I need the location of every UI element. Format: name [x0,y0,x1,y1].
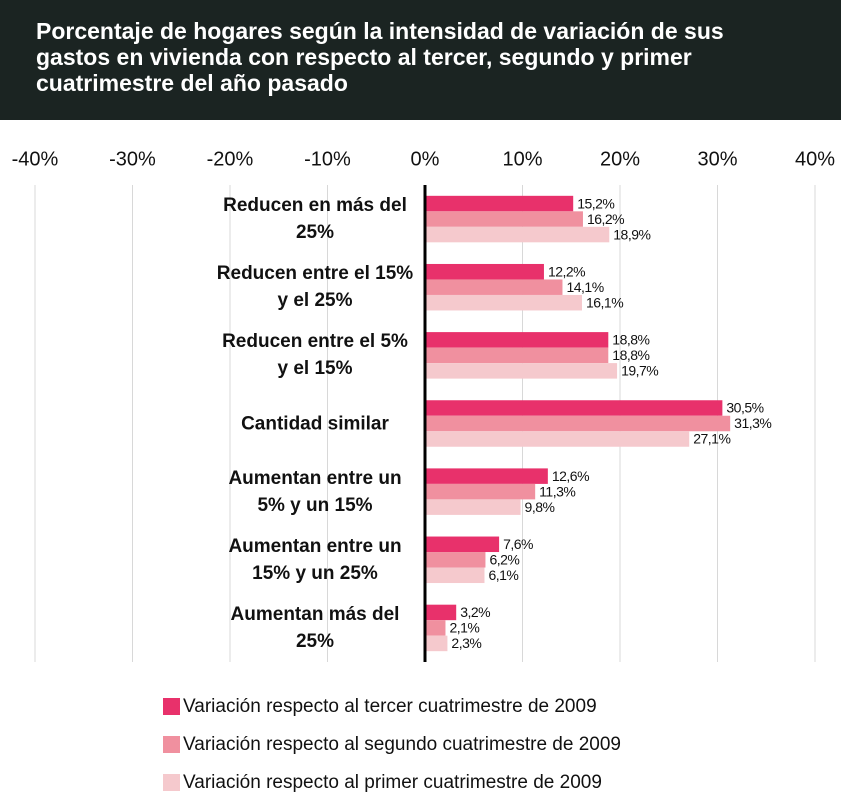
bar [425,263,544,280]
bar [425,483,536,500]
chart-title: Porcentaje de hogares según la intensida… [0,0,841,120]
legend-label: Variación respecto al primer cuatrimestr… [183,772,602,793]
data-label: 6,2% [489,551,519,567]
bar [425,294,582,311]
bar [425,195,574,212]
data-label: 2,3% [451,635,481,651]
category-label: Reducen en más del 25% [223,195,407,244]
x-tick-label: 10% [502,148,542,170]
bar [425,468,548,484]
category-label: Aumentan entre un 5% y un 15% [228,467,402,516]
bar [425,211,583,227]
data-label: 15,2% [577,195,614,211]
data-label: 31,3% [734,415,771,431]
data-label: 3,2% [460,604,490,620]
data-label: 18,9% [613,226,650,242]
legend-swatch [163,774,180,791]
data-label: 19,7% [621,363,658,379]
bar [425,279,563,295]
bar [425,567,485,584]
bar [425,536,500,553]
data-label: 11,3% [539,483,575,499]
bar [425,604,457,621]
legend-label: Variación respecto al tercer cuatrimestr… [183,696,597,717]
x-tick-label: -10% [304,148,351,170]
x-tick-label: 30% [697,148,737,170]
data-label: 12,6% [552,468,589,484]
data-label: 6,1% [488,567,518,583]
category-label: Aumentan entre un 15% y un 25% [228,535,402,584]
data-label: 16,1% [586,294,623,310]
data-label: 16,2% [587,211,624,227]
data-label: 18,8% [612,332,649,348]
bar [425,332,609,348]
legend-swatch [163,736,180,753]
data-label: 2,1% [449,620,479,636]
bar [425,400,723,416]
x-tick-label: -20% [207,148,254,170]
x-tick-label: -30% [109,148,156,170]
data-label: 18,8% [612,347,649,363]
category-label: Reducen entre el 5% y el 15% [222,331,408,380]
bar [425,363,618,379]
bar [425,226,610,243]
data-label: 27,1% [693,431,730,447]
data-label: 14,1% [566,279,603,295]
data-label: 9,8% [525,499,555,515]
x-tick-label: 0% [411,148,440,170]
x-tick-label: -40% [12,148,59,170]
bar [425,620,446,636]
category-label: Cantidad similar [241,413,389,434]
x-tick-label: 40% [795,148,835,170]
bar [425,431,690,447]
category-label: Aumentan más del 25% [230,603,400,652]
legend-swatch [163,698,180,715]
bar [425,499,521,515]
bar [425,415,731,432]
legend-label: Variación respecto al segundo cuatrimest… [183,734,621,755]
data-label: 12,2% [548,263,585,279]
x-tick-label: 20% [600,148,640,170]
bar [425,347,609,364]
data-label: 7,6% [503,536,533,552]
bar [425,552,486,568]
category-label: Reducen entre el 15% y el 25% [216,263,414,312]
data-label: 30,5% [726,400,763,416]
bar [425,635,448,652]
